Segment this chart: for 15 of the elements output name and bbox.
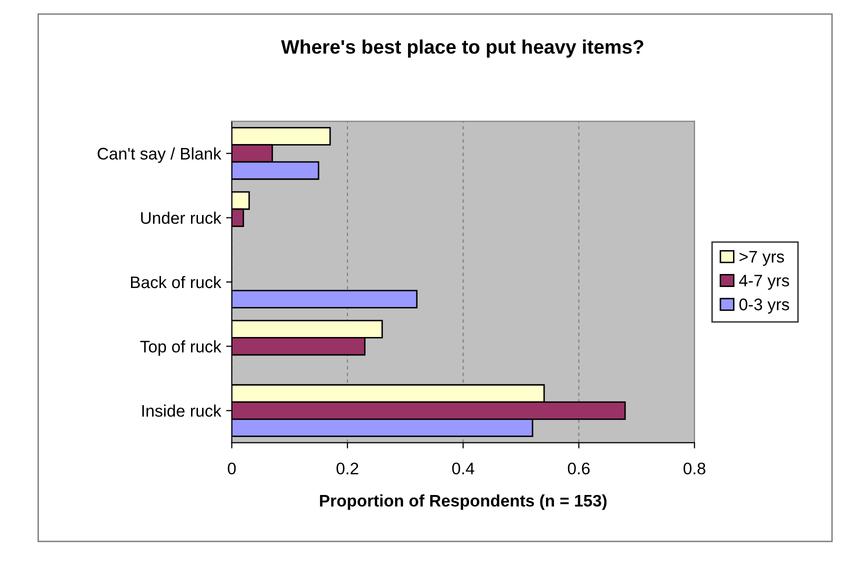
- chart-title: Where's best place to put heavy items?: [281, 39, 644, 58]
- legend-label: >7 yrs: [740, 250, 784, 266]
- y-tick-label: Under ruck: [141, 212, 222, 224]
- y-tick-label: Inside ruck: [142, 404, 222, 417]
- x-tick-label: 0: [228, 462, 236, 474]
- x-tick-label: 0.6: [568, 462, 590, 474]
- y-tick-label: Top of ruck: [140, 340, 222, 356]
- x-axis-title: Proportion of Respondents (n = 153): [320, 494, 607, 510]
- y-tick-label: Back of ruck: [131, 276, 222, 288]
- x-tick-label: 0.8: [684, 462, 706, 474]
- legend-label: 4-7 yrs: [739, 274, 790, 290]
- x-tick-label: 0.2: [336, 462, 358, 474]
- x-tick-label: 0.4: [452, 462, 474, 474]
- y-tick-label: Can't say / Blank: [98, 147, 222, 163]
- legend-label: 0-3 yrs: [739, 298, 790, 314]
